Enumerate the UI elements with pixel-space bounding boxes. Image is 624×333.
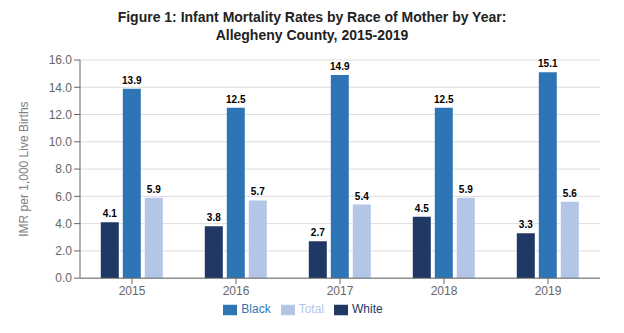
svg-text:5.7: 5.7 xyxy=(251,186,265,197)
svg-text:12.5: 12.5 xyxy=(226,94,246,105)
svg-text:14.0: 14.0 xyxy=(49,81,73,95)
svg-text:0.0: 0.0 xyxy=(55,271,72,285)
svg-text:4.1: 4.1 xyxy=(103,208,117,219)
svg-text:5.9: 5.9 xyxy=(147,184,161,195)
svg-text:12.0: 12.0 xyxy=(49,108,73,122)
html-text:Figure 1: Infant Mortality Rat: Figure 1: Infant Mortality Rates by Race… xyxy=(117,9,507,25)
svg-text:8.0: 8.0 xyxy=(55,162,72,176)
svg-text:13.9: 13.9 xyxy=(122,75,142,86)
svg-text:5.6: 5.6 xyxy=(563,188,577,199)
html-text:Total: Total xyxy=(298,302,324,317)
svg-text:IMR per 1,000 Live Births: IMR per 1,000 Live Births xyxy=(17,101,31,236)
svg-text:15.1: 15.1 xyxy=(538,58,558,69)
svg-text:3.8: 3.8 xyxy=(207,212,221,223)
svg-text:2018: 2018 xyxy=(431,284,458,298)
svg-text:5.9: 5.9 xyxy=(459,184,473,195)
html-text:White: White xyxy=(352,302,383,317)
svg-text:16.0: 16.0 xyxy=(49,53,73,67)
svg-text:2.7: 2.7 xyxy=(311,227,325,238)
svg-text:10.0: 10.0 xyxy=(49,135,73,149)
html-text:Black: Black xyxy=(241,302,271,317)
svg-text:4.5: 4.5 xyxy=(415,203,429,214)
svg-text:2017: 2017 xyxy=(327,284,354,298)
svg-text:4.0: 4.0 xyxy=(55,217,72,231)
svg-text:5.4: 5.4 xyxy=(355,191,369,202)
html-text:Allegheny County, 2015-2019: Allegheny County, 2015-2019 xyxy=(215,27,409,43)
svg-text:6.0: 6.0 xyxy=(55,190,72,204)
svg-text:3.3: 3.3 xyxy=(519,219,533,230)
svg-text:2.0: 2.0 xyxy=(55,244,72,258)
svg-text:12.5: 12.5 xyxy=(434,94,454,105)
svg-text:2016: 2016 xyxy=(223,284,250,298)
svg-text:2019: 2019 xyxy=(535,284,562,298)
svg-text:2015: 2015 xyxy=(119,284,146,298)
svg-text:14.9: 14.9 xyxy=(330,61,350,72)
